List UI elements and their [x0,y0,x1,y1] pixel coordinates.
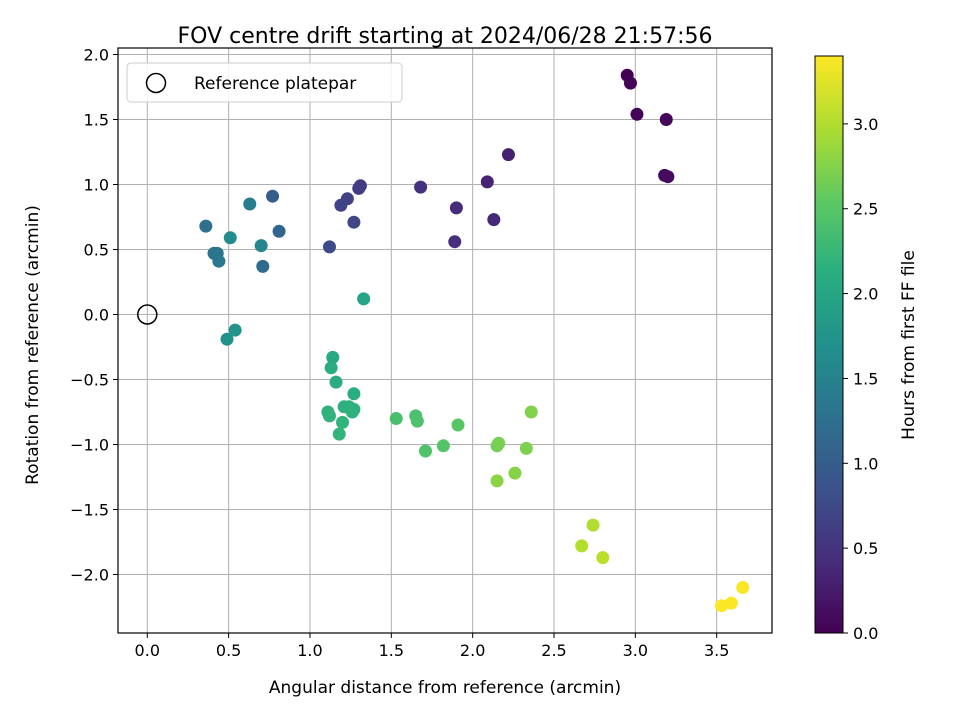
data-point [596,551,610,565]
data-point [490,474,504,488]
data-point [347,387,361,401]
reference-point [137,304,158,325]
data-point [451,418,465,432]
y-tick-label: 0.5 [84,241,109,260]
data-point [347,215,361,229]
data-point [345,405,359,419]
legend-marker-icon [145,72,167,94]
colorbar: 0.0 0.5 1.0 1.5 2.0 2.5 3.0 Hours from first F… [814,55,919,643]
data-point [724,596,738,610]
data-point [322,240,336,254]
data-point [228,323,242,337]
y-tick-label: −0.5 [70,371,109,390]
data-point [389,412,403,425]
data-point [487,213,501,227]
colorbar-gradient [814,55,844,634]
data-point [418,444,432,458]
colorbar-tick-label: 1.0 [853,454,878,473]
data-point [630,107,644,121]
data-point [272,224,286,238]
data-point [575,539,589,553]
data-point [212,254,226,268]
data-point [256,259,270,273]
y-axis-ticks: 2.0 1.5 1.0 0.5 0.0 −0.5 −1.0 −1.5 −2.0 [70,46,118,585]
data-point [501,148,515,162]
data-point [736,581,750,594]
data-point [243,197,257,211]
legend-entry-reference: Reference platepar [194,74,356,94]
data-point [436,439,450,453]
colorbar-tick-label: 0.0 [853,624,878,643]
data-point [414,180,428,194]
colorbar-tick-label: 3.0 [853,115,878,134]
y-tick-label: 0.0 [84,306,109,325]
data-point [449,201,463,215]
y-tick-label: −1.5 [70,501,109,520]
data-point [322,409,336,423]
x-axis-ticks: 0.0 0.5 1.0 1.5 2.0 2.5 3.0 3.5 [135,633,729,660]
data-point [508,466,522,480]
x-tick-label: 1.0 [297,641,322,660]
data-point [266,189,280,203]
data-point [357,292,371,306]
data-point [336,415,350,429]
colorbar-ticks: 0.0 0.5 1.0 1.5 2.0 2.5 3.0 [843,115,878,643]
data-point [332,427,346,441]
x-tick-label: 2.5 [541,641,566,660]
data-point [324,361,338,375]
data-points [199,68,750,613]
grid-lines [118,48,772,633]
data-point [220,332,234,346]
data-point [519,441,533,455]
y-tick-label: 2.0 [84,46,109,65]
data-point [623,76,637,90]
data-point [715,599,729,613]
chart-title: FOV centre drift starting at 2024/06/28 … [178,24,713,49]
y-tick-label: −2.0 [70,566,109,585]
x-tick-label: 1.5 [379,641,404,660]
data-point [326,350,340,364]
data-point [223,231,237,245]
x-axis-label: Angular distance from reference (arcmin) [269,678,621,698]
data-point [659,113,673,126]
colorbar-label: Hours from first FF file [899,250,919,440]
colorbar-tick-label: 0.5 [853,539,878,558]
legend: Reference platepar [126,62,403,103]
reference-marker [137,304,158,325]
colorbar-tick-label: 2.5 [853,200,878,219]
data-point [448,235,462,249]
data-point [480,175,494,189]
colorbar-tick-label: 2.0 [853,285,878,304]
x-tick-label: 3.5 [704,641,729,660]
data-point [586,518,600,532]
y-tick-label: 1.0 [84,176,109,195]
colorbar-tick-label: 1.5 [853,369,878,388]
y-tick-label: −1.0 [70,436,109,455]
data-point [492,436,506,450]
x-tick-label: 0.5 [216,641,241,660]
y-tick-label: 1.5 [84,111,109,130]
x-tick-label: 0.0 [135,641,160,660]
data-point [352,181,366,195]
data-point [199,219,213,233]
data-point [334,198,348,212]
y-axis-label: Rotation from reference (arcmin) [23,205,43,485]
data-point [254,239,268,253]
legend-box [126,62,403,103]
x-tick-label: 3.0 [623,641,648,660]
data-point [410,414,424,428]
data-point [661,170,675,184]
data-point [329,375,343,389]
x-tick-label: 2.0 [460,641,485,660]
data-point [524,405,538,419]
plot-frame [117,47,773,634]
